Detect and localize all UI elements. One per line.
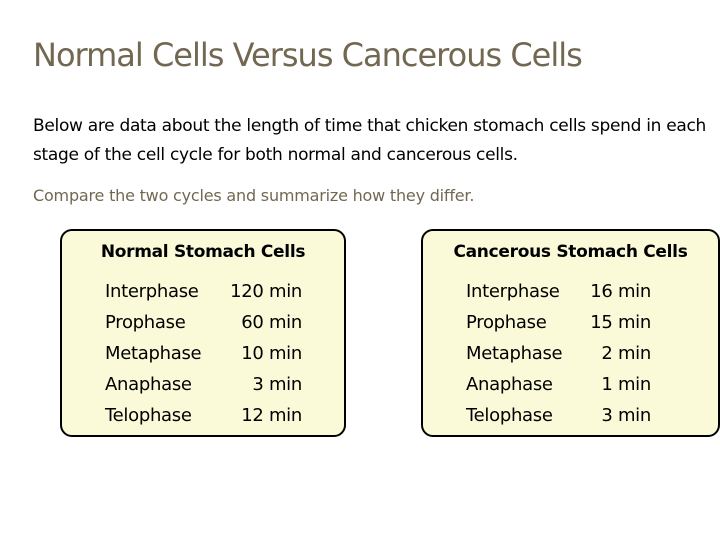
stage-duration: 3 min bbox=[601, 405, 651, 426]
stage-duration: 12 min bbox=[241, 405, 302, 426]
stage-name: Metaphase bbox=[466, 343, 563, 364]
stage-name: Metaphase bbox=[105, 343, 202, 364]
slide-title: Normal Cells Versus Cancerous Cells bbox=[33, 36, 583, 74]
instruction-text: Compare the two cycles and summarize how… bbox=[33, 186, 475, 205]
stage-name: Anaphase bbox=[466, 374, 553, 395]
table-row: Anaphase 3 min bbox=[105, 369, 302, 400]
stage-name: Interphase bbox=[105, 281, 199, 302]
stage-duration: 16 min bbox=[590, 281, 651, 302]
stage-duration: 3 min bbox=[252, 374, 302, 395]
table-row: Interphase 120 min bbox=[105, 276, 302, 307]
stage-name: Anaphase bbox=[105, 374, 192, 395]
stage-duration: 120 min bbox=[230, 281, 302, 302]
table-row: Metaphase 2 min bbox=[466, 338, 651, 369]
normal-cells-box: Normal Stomach Cells Interphase 120 min … bbox=[60, 229, 346, 437]
stage-name: Telophase bbox=[466, 405, 553, 426]
stage-duration: 10 min bbox=[241, 343, 302, 364]
table-row: Prophase 60 min bbox=[105, 307, 302, 338]
table-row: Interphase 16 min bbox=[466, 276, 651, 307]
stage-duration: 1 min bbox=[601, 374, 651, 395]
table-row: Prophase 15 min bbox=[466, 307, 651, 338]
table-row: Anaphase 1 min bbox=[466, 369, 651, 400]
table-row: Metaphase 10 min bbox=[105, 338, 302, 369]
cancerous-cells-box: Cancerous Stomach Cells Interphase 16 mi… bbox=[421, 229, 720, 437]
stage-name: Prophase bbox=[466, 312, 547, 333]
normal-cells-title: Normal Stomach Cells bbox=[100, 242, 306, 262]
cancerous-cells-table: Interphase 16 min Prophase 15 min Metaph… bbox=[466, 276, 651, 431]
stage-name: Interphase bbox=[466, 281, 560, 302]
stage-duration: 2 min bbox=[601, 343, 651, 364]
stage-name: Prophase bbox=[105, 312, 186, 333]
stage-duration: 60 min bbox=[241, 312, 302, 333]
stage-duration: 15 min bbox=[590, 312, 651, 333]
normal-cells-table: Interphase 120 min Prophase 60 min Metap… bbox=[105, 276, 302, 431]
stage-name: Telophase bbox=[105, 405, 192, 426]
table-row: Telophase 12 min bbox=[105, 400, 302, 431]
table-row: Telophase 3 min bbox=[466, 400, 651, 431]
intro-text: Below are data about the length of time … bbox=[33, 116, 707, 165]
cancerous-cells-title: Cancerous Stomach Cells bbox=[453, 242, 688, 262]
